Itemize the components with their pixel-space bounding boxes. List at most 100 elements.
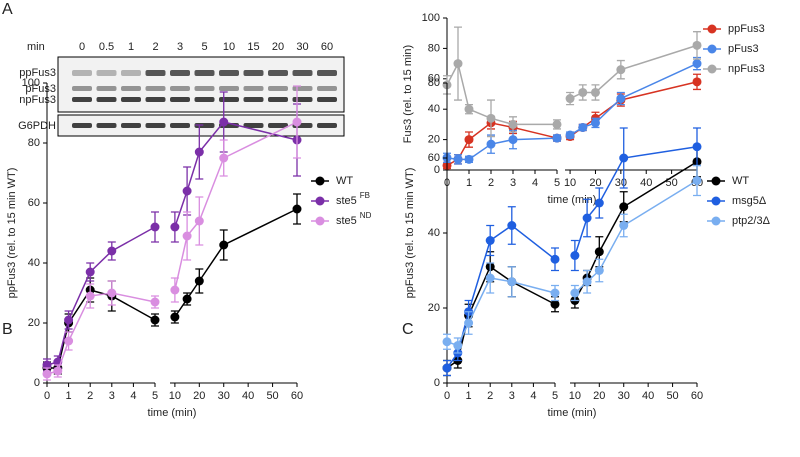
y-tick-label: 40 — [28, 257, 40, 269]
lane-label: 1 — [128, 41, 134, 53]
data-point — [442, 363, 452, 373]
data-point — [442, 337, 452, 347]
data-point — [590, 118, 600, 128]
x-tick-label: 2 — [87, 390, 93, 402]
x-tick-label: 40 — [242, 390, 254, 402]
x-tick-label: 60 — [691, 390, 703, 402]
data-point — [464, 318, 474, 328]
band — [194, 86, 215, 91]
data-point — [565, 130, 575, 140]
band — [268, 97, 288, 102]
row-label: pFus3 — [25, 83, 56, 95]
band — [145, 97, 166, 102]
x-tick-label: 20 — [193, 390, 205, 402]
data-point — [219, 240, 229, 250]
data-point — [692, 77, 702, 87]
x-tick-label: 30 — [615, 177, 627, 189]
x-tick-label: 5 — [152, 390, 158, 402]
legend-name: pFus3 — [728, 43, 759, 55]
data-point — [550, 299, 560, 309]
band — [219, 70, 239, 76]
legend-label: pFus3 — [728, 43, 759, 55]
x-tick-label: 5 — [554, 177, 560, 189]
data-point — [464, 104, 474, 114]
legend-name: msg5Δ — [732, 195, 767, 207]
blot-time-label: min — [27, 41, 45, 53]
x-tick-label: 20 — [593, 390, 605, 402]
band — [219, 86, 239, 91]
data-point — [619, 221, 629, 230]
legend-marker — [711, 196, 721, 206]
data-point — [453, 154, 463, 164]
panel-label: C — [402, 321, 414, 338]
data-point — [150, 315, 160, 325]
y-tick-label: 60 — [428, 152, 440, 164]
data-point — [107, 246, 117, 256]
x-tick-label: 0 — [44, 390, 50, 402]
x-axis-label: time (min) — [548, 407, 597, 419]
band — [121, 86, 141, 91]
band — [96, 70, 117, 76]
data-point — [453, 341, 463, 350]
data-point — [170, 285, 180, 295]
legend-label: ste5 FB — [336, 191, 370, 207]
band — [243, 70, 264, 76]
data-point — [507, 221, 517, 230]
legend-name: WT — [336, 175, 353, 187]
series-line — [174, 208, 298, 318]
band — [243, 97, 264, 102]
data-point — [53, 366, 63, 376]
x-tick-label: 2 — [488, 177, 494, 189]
x-tick-label: 1 — [466, 177, 472, 189]
band — [72, 123, 92, 128]
data-point — [552, 133, 562, 143]
band — [96, 123, 117, 128]
x-tick-label: 4 — [530, 390, 536, 402]
data-point — [619, 202, 629, 212]
y-tick-label: 60 — [428, 73, 440, 85]
data-point — [616, 94, 626, 104]
data-point — [292, 117, 302, 127]
data-point — [486, 113, 496, 123]
band — [194, 97, 215, 102]
data-point — [219, 117, 229, 127]
band — [268, 86, 288, 91]
chart: 0 20 40 60 80 100 0 1 2 3 4 5 10 20 30 40 50 60 time (min)… — [6, 77, 372, 419]
band — [145, 123, 166, 128]
lane-label: 3 — [177, 41, 183, 53]
legend-marker — [315, 216, 325, 226]
band — [121, 70, 141, 76]
data-point — [550, 254, 560, 264]
x-tick-label: 2 — [487, 390, 493, 402]
data-point — [219, 153, 229, 163]
data-point — [582, 277, 592, 287]
legend-name: npFus3 — [728, 63, 765, 75]
lane-label: 20 — [272, 41, 284, 53]
series-line — [446, 61, 557, 126]
y-axis-label: ppFus3 (rel. to 15 min WT) — [404, 168, 416, 299]
band — [268, 123, 288, 128]
band — [72, 97, 92, 102]
x-tick-label: 30 — [618, 390, 630, 402]
x-tick-label: 1 — [466, 390, 472, 402]
legend-label: WT — [732, 175, 749, 187]
x-tick-label: 4 — [532, 177, 538, 189]
data-point — [150, 297, 160, 307]
band — [170, 70, 190, 76]
data-point — [464, 135, 474, 145]
band — [72, 86, 92, 91]
band — [317, 123, 337, 128]
legend-label: ste5 ND — [336, 211, 372, 227]
y-axis-label: ppFus3 (rel. to 15 min WT) — [6, 168, 18, 299]
series-line — [569, 81, 698, 138]
data-point — [692, 176, 702, 185]
lane-label: 15 — [247, 41, 259, 53]
x-tick-label: 3 — [510, 177, 516, 189]
y-tick-label: 20 — [428, 134, 440, 146]
series-line — [446, 224, 556, 369]
band — [292, 86, 313, 91]
data-point — [508, 135, 518, 145]
y-tick-label: 80 — [28, 137, 40, 149]
y-tick-label: 80 — [428, 42, 440, 54]
band — [317, 70, 337, 76]
